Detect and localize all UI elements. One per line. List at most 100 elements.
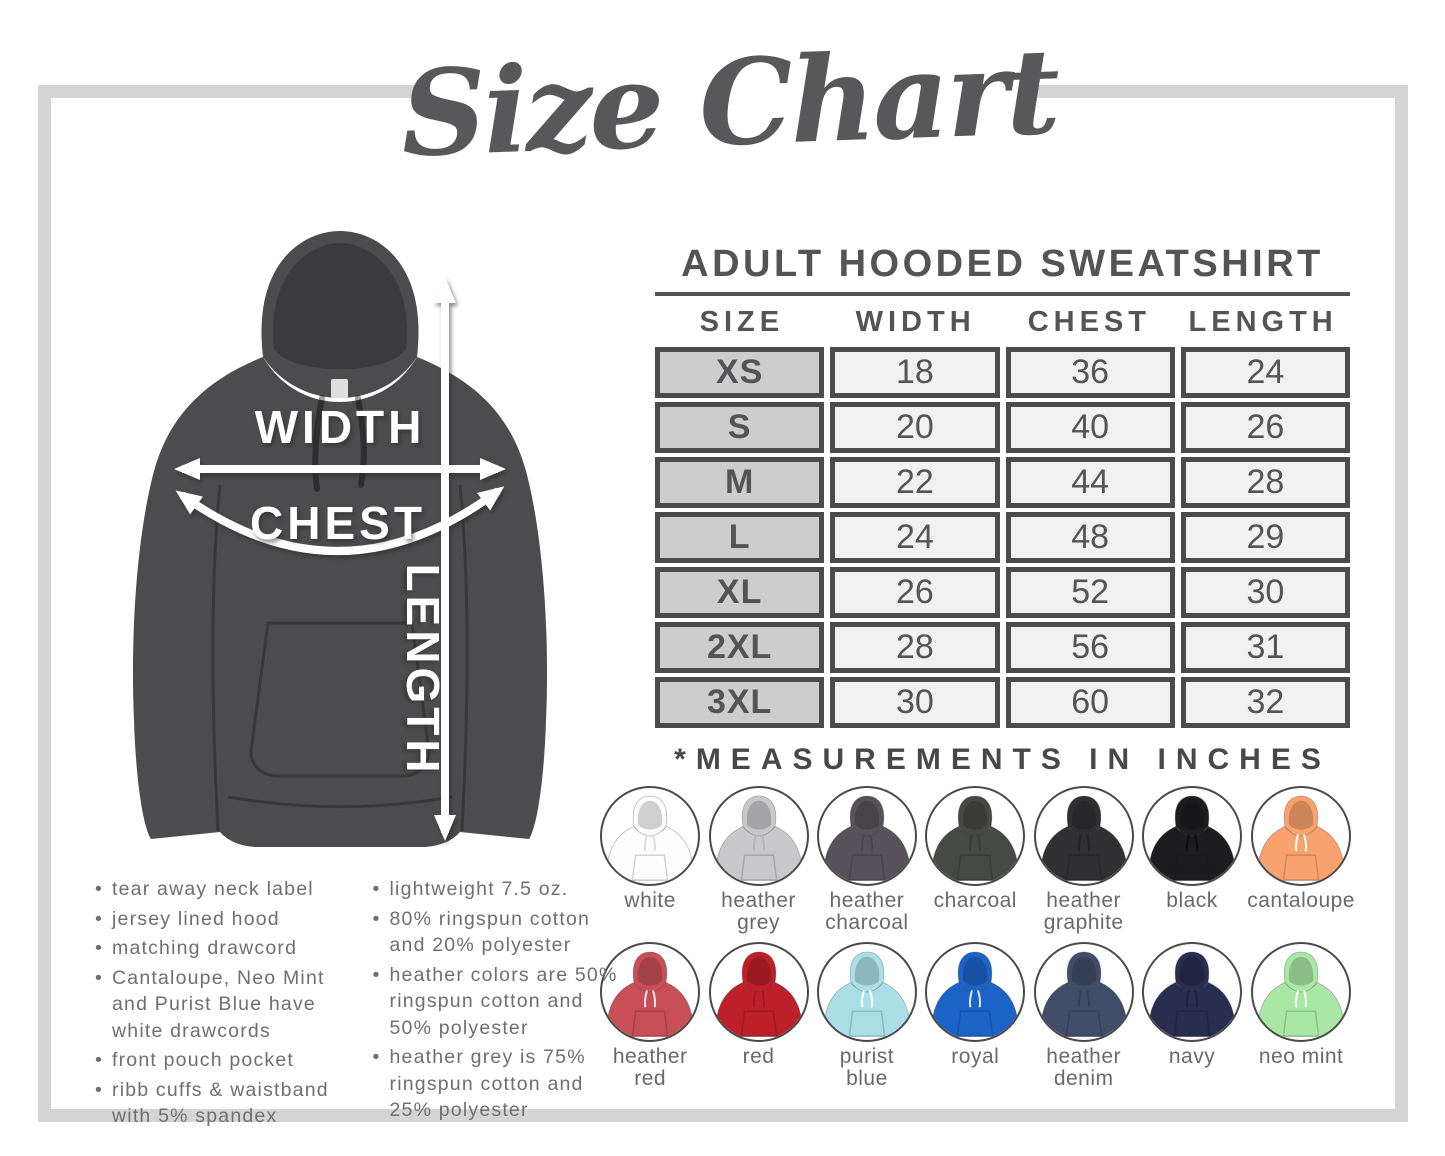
swatch-circle — [708, 942, 809, 1043]
chest-cell: 48 — [1005, 512, 1175, 563]
swatch-navy: navy — [1139, 942, 1245, 1090]
swatch-purist-blue: purist blue — [814, 942, 920, 1090]
swatch-circle — [708, 786, 809, 886]
swatch-heather-charcoal: heather charcoal — [814, 786, 920, 934]
width-cell: 18 — [830, 347, 1000, 398]
swatch-label: heather charcoal — [825, 889, 909, 935]
size-table-panel: ADULT HOODED SWEATSHIRT SIZE WIDTH CHEST… — [655, 243, 1350, 777]
feature-item: heather colors are 50% ringspun cotton a… — [373, 962, 621, 1042]
swatch-label: heather denim — [1046, 1045, 1122, 1091]
width-cell: 30 — [830, 677, 1000, 728]
length-cell: 31 — [1180, 622, 1350, 673]
page-title: Size Chart — [398, 21, 1060, 184]
swatch-circle — [925, 786, 1026, 886]
measurements-footnote: *MEASUREMENTS IN INCHES — [674, 743, 1331, 776]
swatch-heather-graphite: heather graphite — [1030, 786, 1136, 934]
chest-label: CHEST — [250, 497, 426, 549]
swatch-circle — [925, 942, 1026, 1043]
feature-item: jersey lined hood — [95, 906, 343, 933]
swatch-circle — [1033, 786, 1134, 886]
color-swatch-grid: white heather grey heather charcoal char… — [597, 786, 1355, 1090]
length-cell: 24 — [1180, 347, 1350, 398]
swatch-circle — [1142, 786, 1243, 886]
chest-cell: 60 — [1005, 677, 1175, 728]
hoodie-hood — [261, 231, 419, 398]
swatch-heather-denim: heather denim — [1030, 942, 1136, 1090]
feature-item: heather grey is 75% ringspun cotton and … — [373, 1044, 621, 1124]
col-header-width: WIDTH — [855, 306, 976, 338]
swatch-circle — [600, 786, 701, 886]
table-heading: ADULT HOODED SWEATSHIRT — [655, 243, 1350, 296]
swatch-label: charcoal — [933, 889, 1017, 912]
width-cell: 22 — [830, 457, 1000, 508]
chest-cell: 52 — [1005, 567, 1175, 618]
swatch-neo-mint: neo mint — [1247, 942, 1355, 1090]
swatch-label: red — [742, 1045, 775, 1069]
swatch-circle — [1142, 942, 1243, 1043]
swatch-circle — [1251, 786, 1352, 886]
swatch-black: black — [1139, 786, 1245, 934]
swatch-label: purist blue — [839, 1045, 895, 1091]
swatch-label: black — [1166, 889, 1218, 912]
size-cell: L — [655, 512, 825, 563]
hood-inner-shade — [273, 243, 407, 370]
size-cell: S — [655, 402, 825, 453]
length-cell: 28 — [1180, 457, 1350, 508]
size-cell: 3XL — [655, 677, 825, 728]
width-label: WIDTH — [255, 401, 426, 453]
swatch-royal: royal — [922, 942, 1028, 1090]
width-cell: 26 — [830, 567, 1000, 618]
feature-item: matching drawcord — [95, 935, 343, 962]
feature-item: ribb cuffs & waistband with 5% spandex — [95, 1077, 343, 1130]
features-left-column: tear away neck label jersey lined hood m… — [95, 876, 343, 1133]
length-cell: 30 — [1180, 567, 1350, 618]
features-right-column: lightweight 7.5 oz. 80% ringspun cotton … — [373, 876, 621, 1133]
swatch-label: white — [624, 889, 676, 912]
feature-item: tear away neck label — [95, 876, 343, 903]
width-cell: 24 — [830, 512, 1000, 563]
swatch-circle — [1033, 942, 1134, 1043]
size-cell: XL — [655, 567, 825, 618]
length-label: LENGTH — [397, 563, 449, 776]
swatch-cantaloupe: cantaloupe — [1247, 786, 1355, 934]
size-cell: XS — [655, 347, 825, 398]
neck-tag — [331, 379, 348, 398]
chest-cell: 44 — [1005, 457, 1175, 508]
chest-cell: 40 — [1005, 402, 1175, 453]
title-banner: Size Chart — [399, 0, 1059, 205]
col-header-length: LENGTH — [1188, 306, 1338, 338]
measurement-arrows — [174, 277, 506, 841]
product-features: tear away neck label jersey lined hood m… — [95, 876, 620, 1133]
chest-cell: 36 — [1005, 347, 1175, 398]
size-cell: 2XL — [655, 622, 825, 673]
swatch-label: heather grey — [721, 889, 796, 935]
swatch-circle — [1251, 942, 1352, 1043]
col-header-chest: CHEST — [1027, 306, 1152, 338]
size-cell: M — [655, 457, 825, 508]
width-cell: 20 — [830, 402, 1000, 453]
hoodie-seams — [211, 484, 469, 832]
swatch-white: white — [597, 786, 703, 934]
size-table: XS 18 36 24 S 20 40 26 M 22 44 28 L 24 4… — [655, 347, 1350, 728]
length-cell: 26 — [1180, 402, 1350, 453]
width-cell: 28 — [830, 622, 1000, 673]
swatch-label: navy — [1168, 1045, 1216, 1069]
swatch-red: red — [705, 942, 811, 1090]
swatch-heather-grey: heather grey — [705, 786, 811, 934]
length-cell: 32 — [1180, 677, 1350, 728]
swatch-label: heather graphite — [1043, 889, 1124, 935]
swatch-label: royal — [951, 1045, 1000, 1069]
feature-item: Cantaloupe, Neo Mint and Purist Blue hav… — [95, 965, 343, 1045]
swatch-charcoal: charcoal — [922, 786, 1028, 934]
hoodie-measurement-diagram: WIDTH CHEST LENGTH — [132, 231, 548, 847]
swatch-circle — [816, 786, 917, 886]
length-cell: 29 — [1180, 512, 1350, 563]
swatch-label: heather red — [612, 1045, 688, 1091]
chest-cell: 56 — [1005, 622, 1175, 673]
swatch-circle — [816, 942, 917, 1043]
col-header-size: SIZE — [699, 306, 785, 338]
feature-item: front pouch pocket — [95, 1047, 343, 1074]
swatch-label: cantaloupe — [1247, 889, 1355, 912]
table-column-headers: SIZE WIDTH CHEST LENGTH — [655, 306, 1350, 339]
feature-item: lightweight 7.5 oz. — [373, 876, 621, 903]
